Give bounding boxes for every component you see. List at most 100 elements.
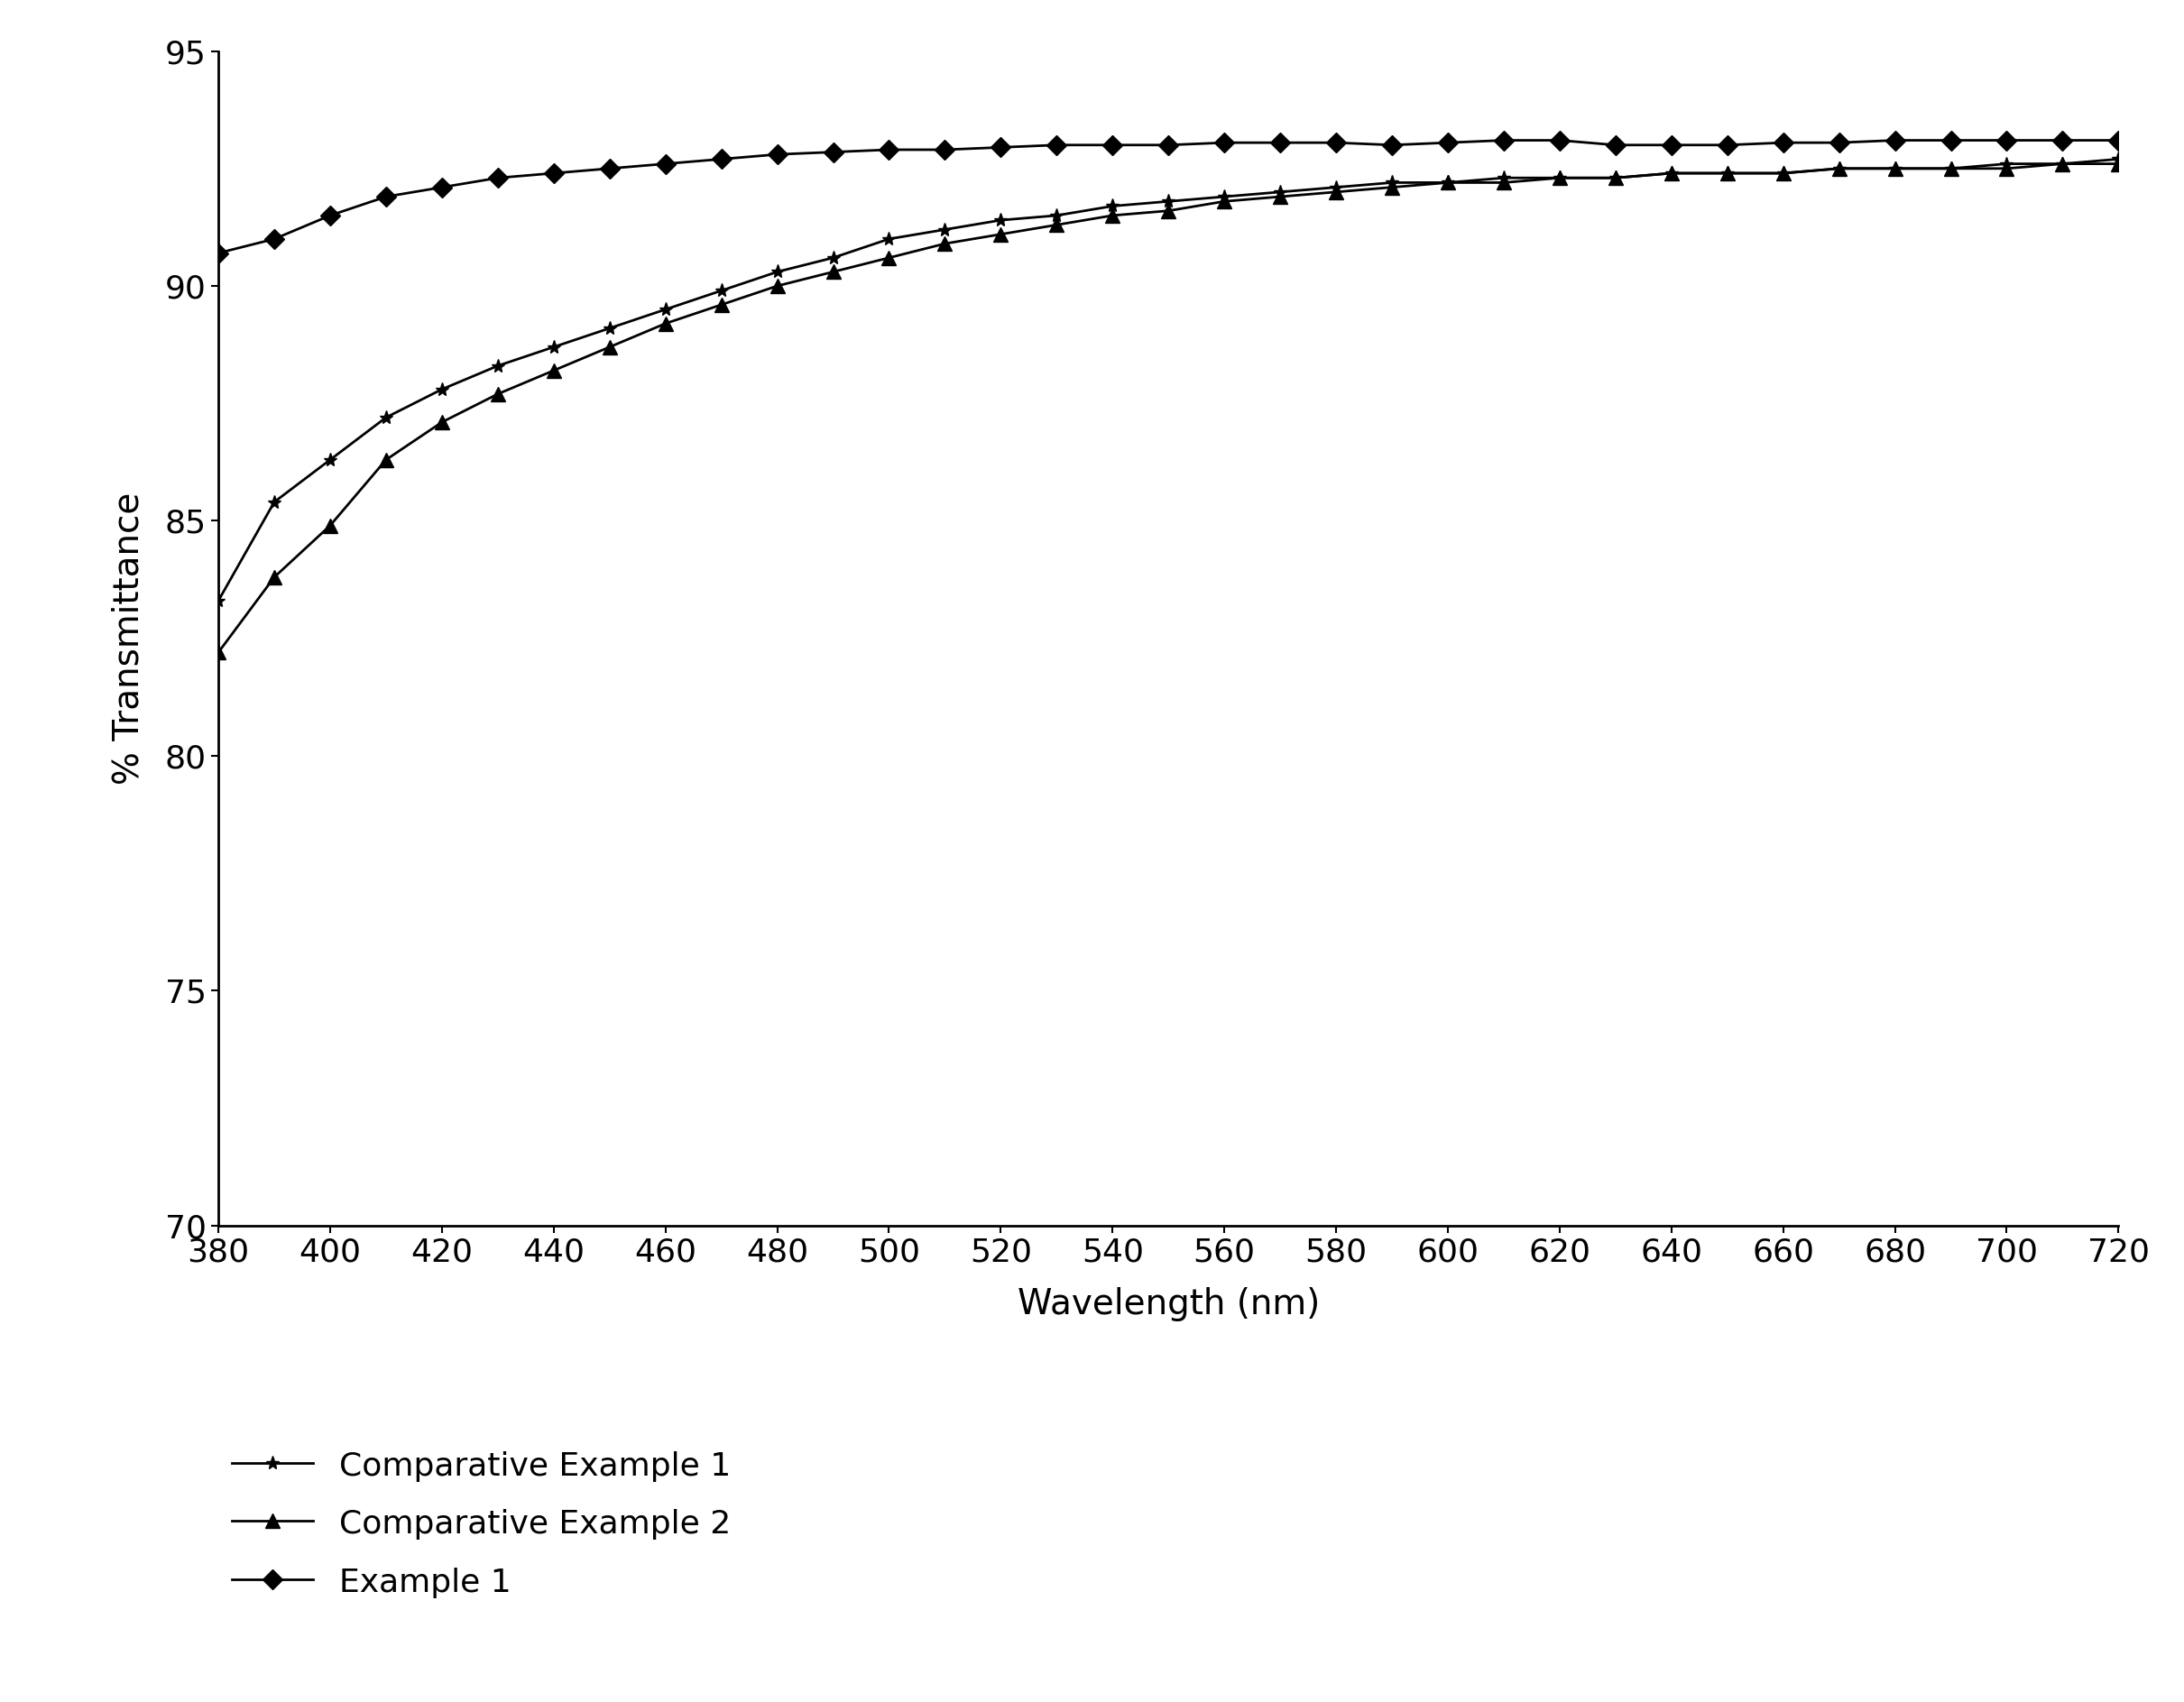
Example 1 xyxy=(1826,133,1852,153)
Comparative Example 2 xyxy=(1658,163,1684,184)
Comparative Example 1 xyxy=(1826,158,1852,179)
Comparative Example 1 xyxy=(1492,168,1518,189)
Y-axis label: % Transmittance: % Transmittance xyxy=(111,492,146,785)
Comparative Example 1 xyxy=(1099,196,1125,216)
Comparative Example 1 xyxy=(542,337,568,357)
Example 1 xyxy=(1378,134,1404,155)
Comparative Example 2 xyxy=(485,383,511,403)
Comparative Example 1 xyxy=(1378,172,1404,192)
Example 1 xyxy=(933,140,959,160)
Comparative Example 1 xyxy=(1883,158,1909,179)
Example 1 xyxy=(1324,133,1350,153)
Comparative Example 1 xyxy=(2105,148,2132,168)
Example 1 xyxy=(1994,129,2020,150)
Comparative Example 1 xyxy=(1994,153,2020,174)
X-axis label: Wavelength (nm): Wavelength (nm) xyxy=(1018,1287,1319,1321)
Comparative Example 1 xyxy=(933,220,959,240)
Comparative Example 2 xyxy=(1212,191,1238,211)
Example 1 xyxy=(262,228,288,248)
Example 1 xyxy=(373,187,400,208)
Comparative Example 2 xyxy=(1492,172,1518,192)
Comparative Example 1 xyxy=(1546,168,1572,189)
Comparative Example 2 xyxy=(1546,168,1572,189)
Line: Comparative Example 1: Comparative Example 1 xyxy=(212,151,2125,608)
Comparative Example 1 xyxy=(876,228,902,248)
Comparative Example 2 xyxy=(542,361,568,381)
Example 1 xyxy=(1714,134,1741,155)
Comparative Example 1 xyxy=(1435,172,1461,192)
Comparative Example 2 xyxy=(1267,187,1293,208)
Comparative Example 2 xyxy=(2049,153,2075,174)
Comparative Example 1 xyxy=(485,356,511,376)
Comparative Example 2 xyxy=(933,233,959,254)
Example 1 xyxy=(764,145,791,165)
Example 1 xyxy=(1099,134,1125,155)
Comparative Example 2 xyxy=(764,276,791,296)
Comparative Example 2 xyxy=(373,449,400,470)
Comparative Example 2 xyxy=(1937,158,1963,179)
Comparative Example 1 xyxy=(708,281,734,301)
Comparative Example 1 xyxy=(819,247,845,267)
Comparative Example 1 xyxy=(428,380,454,400)
Comparative Example 2 xyxy=(1378,177,1404,197)
Comparative Example 1 xyxy=(373,407,400,427)
Legend: Comparative Example 1, Comparative Example 2, Example 1: Comparative Example 1, Comparative Examp… xyxy=(218,1436,745,1612)
Comparative Example 1 xyxy=(1658,163,1684,184)
Example 1 xyxy=(653,153,679,174)
Example 1 xyxy=(1546,129,1572,150)
Comparative Example 2 xyxy=(1883,158,1909,179)
Example 1 xyxy=(205,243,232,264)
Comparative Example 1 xyxy=(1267,182,1293,203)
Comparative Example 2 xyxy=(205,642,232,662)
Example 1 xyxy=(542,163,568,184)
Example 1 xyxy=(317,206,343,226)
Comparative Example 1 xyxy=(1603,168,1629,189)
Comparative Example 1 xyxy=(1044,206,1070,226)
Example 1 xyxy=(1435,133,1461,153)
Example 1 xyxy=(708,148,734,168)
Comparative Example 2 xyxy=(1714,163,1741,184)
Comparative Example 2 xyxy=(987,225,1013,245)
Comparative Example 2 xyxy=(2105,153,2132,174)
Example 1 xyxy=(1492,129,1518,150)
Comparative Example 2 xyxy=(1826,158,1852,179)
Comparative Example 2 xyxy=(428,412,454,432)
Line: Comparative Example 2: Comparative Example 2 xyxy=(212,157,2125,659)
Comparative Example 1 xyxy=(262,492,288,512)
Example 1 xyxy=(1658,134,1684,155)
Example 1 xyxy=(1044,134,1070,155)
Comparative Example 2 xyxy=(1994,158,2020,179)
Comparative Example 1 xyxy=(1769,163,1795,184)
Comparative Example 2 xyxy=(653,313,679,334)
Comparative Example 2 xyxy=(1155,201,1182,221)
Comparative Example 2 xyxy=(1099,206,1125,226)
Comparative Example 2 xyxy=(1603,168,1629,189)
Comparative Example 1 xyxy=(764,262,791,283)
Comparative Example 1 xyxy=(1324,177,1350,197)
Comparative Example 2 xyxy=(317,516,343,536)
Comparative Example 2 xyxy=(1769,163,1795,184)
Comparative Example 2 xyxy=(596,337,622,357)
Comparative Example 1 xyxy=(1937,158,1963,179)
Example 1 xyxy=(876,140,902,160)
Comparative Example 1 xyxy=(1212,187,1238,208)
Comparative Example 1 xyxy=(205,591,232,611)
Example 1 xyxy=(428,177,454,197)
Comparative Example 2 xyxy=(1435,172,1461,192)
Example 1 xyxy=(1155,134,1182,155)
Example 1 xyxy=(2105,129,2132,150)
Comparative Example 1 xyxy=(317,449,343,470)
Example 1 xyxy=(596,158,622,179)
Example 1 xyxy=(485,168,511,189)
Example 1 xyxy=(1883,129,1909,150)
Comparative Example 2 xyxy=(262,567,288,587)
Comparative Example 2 xyxy=(819,262,845,283)
Comparative Example 1 xyxy=(2049,153,2075,174)
Example 1 xyxy=(1212,133,1238,153)
Comparative Example 1 xyxy=(987,209,1013,230)
Example 1 xyxy=(1603,134,1629,155)
Comparative Example 1 xyxy=(596,318,622,339)
Example 1 xyxy=(2049,129,2075,150)
Example 1 xyxy=(1937,129,1963,150)
Comparative Example 1 xyxy=(1155,191,1182,211)
